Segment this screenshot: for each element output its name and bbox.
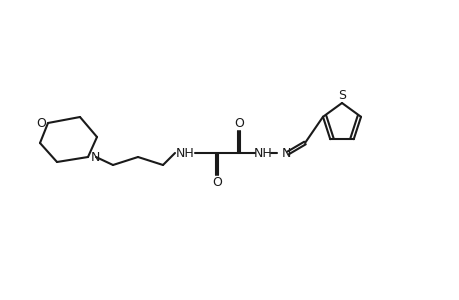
Text: O: O	[36, 116, 46, 130]
Text: NH: NH	[175, 146, 194, 160]
Text: O: O	[212, 176, 221, 190]
Text: N: N	[90, 151, 100, 164]
Text: N: N	[281, 146, 291, 160]
Text: NH: NH	[253, 146, 272, 160]
Text: S: S	[337, 88, 345, 101]
Text: O: O	[234, 116, 243, 130]
